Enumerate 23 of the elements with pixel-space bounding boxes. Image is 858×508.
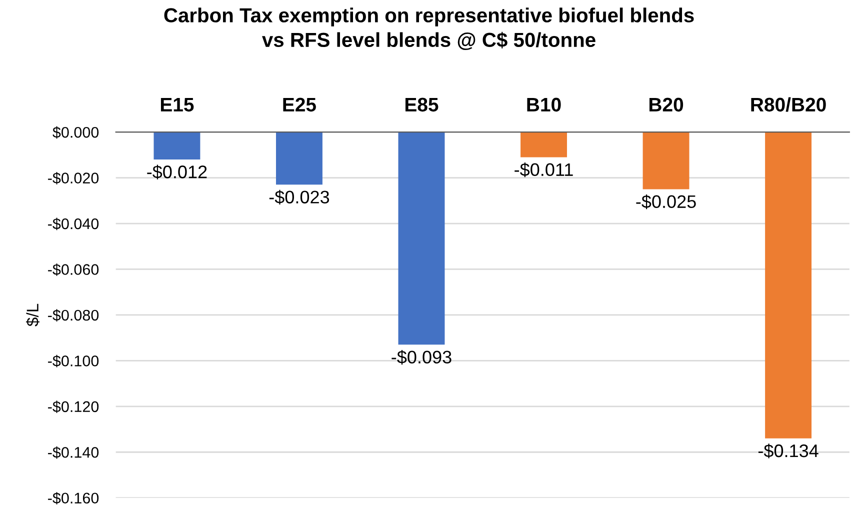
y-tick-label: -$0.020 <box>48 172 99 184</box>
y-tick-label: $0.000 <box>52 126 99 139</box>
chart-title: Carbon Tax exemption on representative biofuel blends vs RFS level blends @ C$ 50/tonne <box>164 8 694 50</box>
x-tick-label: E15 <box>160 98 194 112</box>
data-label: -$0.023 <box>269 190 330 205</box>
y-axis-title: $/L <box>26 304 40 326</box>
y-tick-label: -$0.040 <box>48 218 99 230</box>
data-label: -$0.012 <box>147 164 207 180</box>
x-tick-label: R80/B20 <box>751 97 826 112</box>
y-tick-label: -$0.140 <box>48 446 99 459</box>
y-tick-label: -$0.120 <box>48 400 99 413</box>
y-tick-label: -$0.060 <box>48 263 99 276</box>
data-label: -$0.093 <box>392 350 452 365</box>
x-tick-label: B20 <box>649 98 684 112</box>
data-label: -$0.134 <box>758 444 818 458</box>
data-label: -$0.011 <box>514 162 573 178</box>
x-tick-label: E85 <box>405 98 438 112</box>
data-label: -$0.025 <box>636 194 696 210</box>
y-tick-label: -$0.100 <box>48 354 99 368</box>
x-tick-label: B10 <box>527 98 561 112</box>
y-tick-label: -$0.160 <box>48 492 99 504</box>
x-tick-label: E25 <box>283 98 316 112</box>
y-tick-label: -$0.080 <box>48 309 99 322</box>
